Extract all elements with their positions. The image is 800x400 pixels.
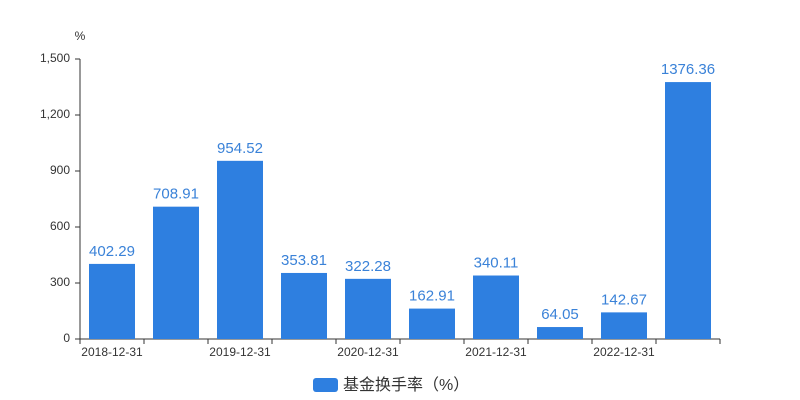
bar [217, 160, 263, 339]
value-label: 353.81 [281, 252, 327, 269]
bar [345, 278, 391, 339]
value-label: 402.29 [89, 243, 135, 260]
y-unit: % [75, 29, 86, 43]
x-tick-label: 2020-12-31 [337, 345, 399, 359]
y-tick-label: 0 [63, 331, 70, 345]
bar [153, 206, 199, 339]
y-tick-label: 300 [50, 275, 70, 289]
value-label: 340.11 [474, 254, 519, 271]
value-label: 322.28 [345, 258, 391, 275]
bar [665, 82, 711, 339]
value-label: 1376.36 [661, 61, 715, 78]
y-tick-label: 1,500 [40, 51, 70, 65]
bar [89, 263, 135, 339]
legend-swatch [313, 378, 338, 392]
x-tick-label: 2018-12-31 [81, 345, 143, 359]
bar [537, 327, 583, 339]
y-tick-label: 900 [50, 163, 70, 177]
bar [473, 275, 519, 339]
x-tick-label: 2022-12-31 [593, 345, 655, 359]
bar [601, 312, 647, 339]
value-label: 954.52 [217, 140, 263, 157]
x-tick-label: 2021-12-31 [465, 345, 527, 359]
value-label: 708.91 [153, 186, 199, 203]
legend-label: 基金换手率（%） [343, 376, 469, 394]
y-tick-label: 600 [50, 219, 70, 233]
bar [409, 308, 455, 339]
x-tick-label: 2019-12-31 [209, 345, 271, 359]
bar [281, 272, 327, 339]
y-tick-label: 1,200 [40, 107, 70, 121]
value-label: 162.91 [409, 288, 455, 305]
value-label: 64.05 [541, 306, 579, 323]
value-label: 142.67 [601, 291, 647, 308]
